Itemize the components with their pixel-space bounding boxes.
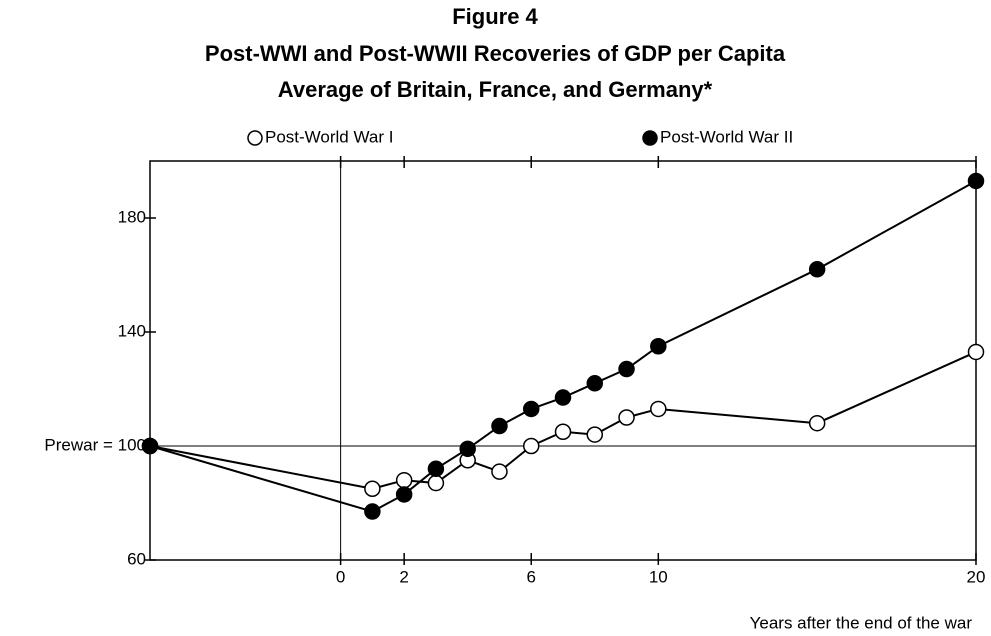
- data-point: [554, 389, 572, 406]
- data-point: [967, 343, 985, 361]
- y-tick-label: 180: [118, 207, 146, 226]
- series-line: [149, 180, 977, 513]
- chart-subtitle: Post-WWI and Post-WWII Recoveries of GDP…: [205, 41, 786, 66]
- data-point: [427, 460, 445, 478]
- x-axis-label: Years after the end of the war: [750, 613, 973, 632]
- data-point: [586, 375, 604, 392]
- data-point: [364, 503, 381, 520]
- data-point: [650, 400, 667, 418]
- data-point: [808, 414, 826, 432]
- data-point: [808, 261, 826, 278]
- chart-subtitle: Average of Britain, France, and Germany*: [278, 77, 713, 102]
- legend-marker: [642, 130, 658, 146]
- data-point: [586, 426, 604, 443]
- data-point: [427, 474, 445, 492]
- data-point: [395, 471, 413, 489]
- data-point: [618, 409, 635, 426]
- data-point: [650, 338, 667, 355]
- data-point: [141, 437, 159, 455]
- data-point: [522, 400, 540, 418]
- x-tick-label: 0: [336, 567, 345, 586]
- y-tick-label: Prewar = 100: [44, 435, 146, 454]
- legend-label: Post-World War I: [265, 127, 393, 146]
- data-point: [491, 463, 508, 480]
- plot-frame: [149, 160, 977, 561]
- legend-label: Post-World War II: [660, 127, 793, 146]
- x-tick-label: 2: [399, 567, 408, 586]
- x-tick-label: 6: [526, 567, 535, 586]
- y-tick-label: 60: [127, 549, 146, 568]
- data-point: [491, 417, 508, 435]
- data-point: [395, 486, 413, 503]
- data-point: [554, 423, 572, 440]
- x-tick-label: 20: [967, 567, 986, 586]
- series-line: [149, 351, 977, 490]
- data-point: [522, 437, 540, 455]
- data-point: [459, 440, 476, 458]
- data-point: [967, 172, 985, 190]
- legend-marker: [247, 130, 263, 146]
- y-tick-label: 140: [118, 321, 146, 340]
- chart-title: Figure 4: [452, 4, 538, 29]
- x-tick-label: 10: [649, 567, 668, 586]
- data-point: [364, 480, 381, 497]
- data-point: [618, 360, 635, 378]
